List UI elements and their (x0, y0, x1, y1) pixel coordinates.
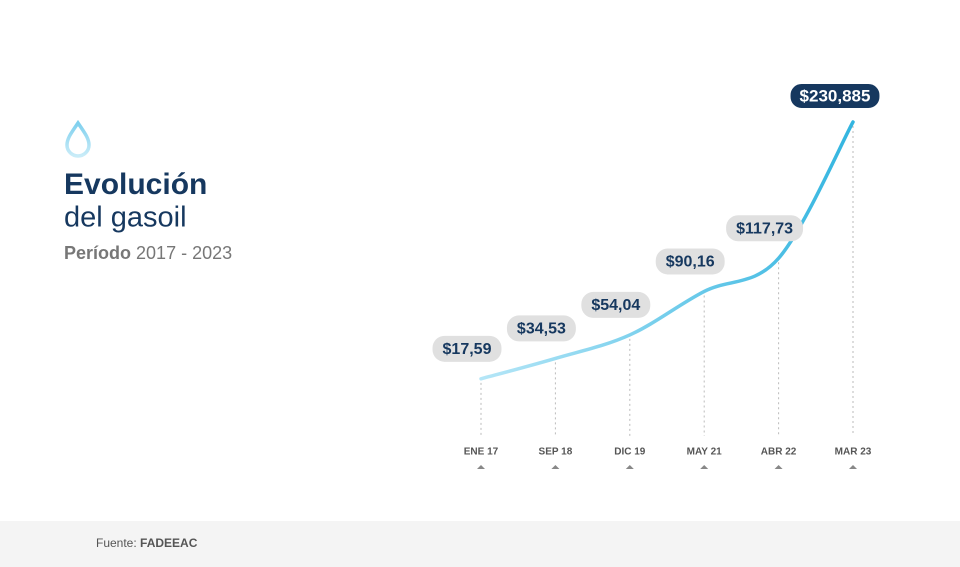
x-tick-label: MAY 21 (687, 447, 722, 458)
x-tick-label: ENE 17 (464, 447, 499, 458)
tick-marker (700, 465, 709, 469)
value-label-bg (726, 215, 804, 242)
title-line-2: del gasoil (64, 202, 187, 234)
source-value: FADEEAC (140, 536, 198, 550)
tick-marker (849, 465, 857, 469)
value-label: $17,59 (443, 341, 492, 358)
tick-marker (551, 465, 560, 469)
tick-marker (774, 465, 783, 469)
period: Período 2017 - 2023 (64, 243, 232, 263)
drop-icon (65, 119, 91, 158)
tick-marker (625, 465, 634, 469)
value-label: $54,04 (591, 297, 640, 314)
value-label: $117,73 (736, 220, 793, 237)
x-tick-label: SEP 18 (539, 447, 573, 458)
x-tick-label: MAR 23 (835, 447, 872, 458)
title: Evolución (64, 168, 207, 201)
value-label-bg (432, 335, 502, 362)
source-label: Fuente: (96, 536, 137, 550)
chart: ENE 17 SEP 18 DIC 19 MAY 21 ABR 22 MAR 23 $17,… (432, 82, 882, 469)
period-label: Período (64, 243, 131, 263)
line (479, 120, 855, 381)
value-label-bg (506, 315, 576, 342)
source: Fuente: FADEEAC (96, 536, 198, 550)
footer-band (0, 521, 960, 567)
value-label-bg (655, 248, 725, 275)
value-label: $34,53 (517, 321, 566, 338)
value-label-bg (581, 291, 651, 318)
x-tick-label: ABR 22 (761, 447, 797, 458)
value-label: $90,16 (666, 254, 715, 271)
tick-marker (477, 465, 485, 469)
value-label-bg (788, 82, 882, 110)
x-tick-label: DIC 19 (614, 447, 646, 458)
period-value: 2017 - 2023 (136, 243, 232, 263)
value-label: $230,885 (800, 86, 871, 105)
